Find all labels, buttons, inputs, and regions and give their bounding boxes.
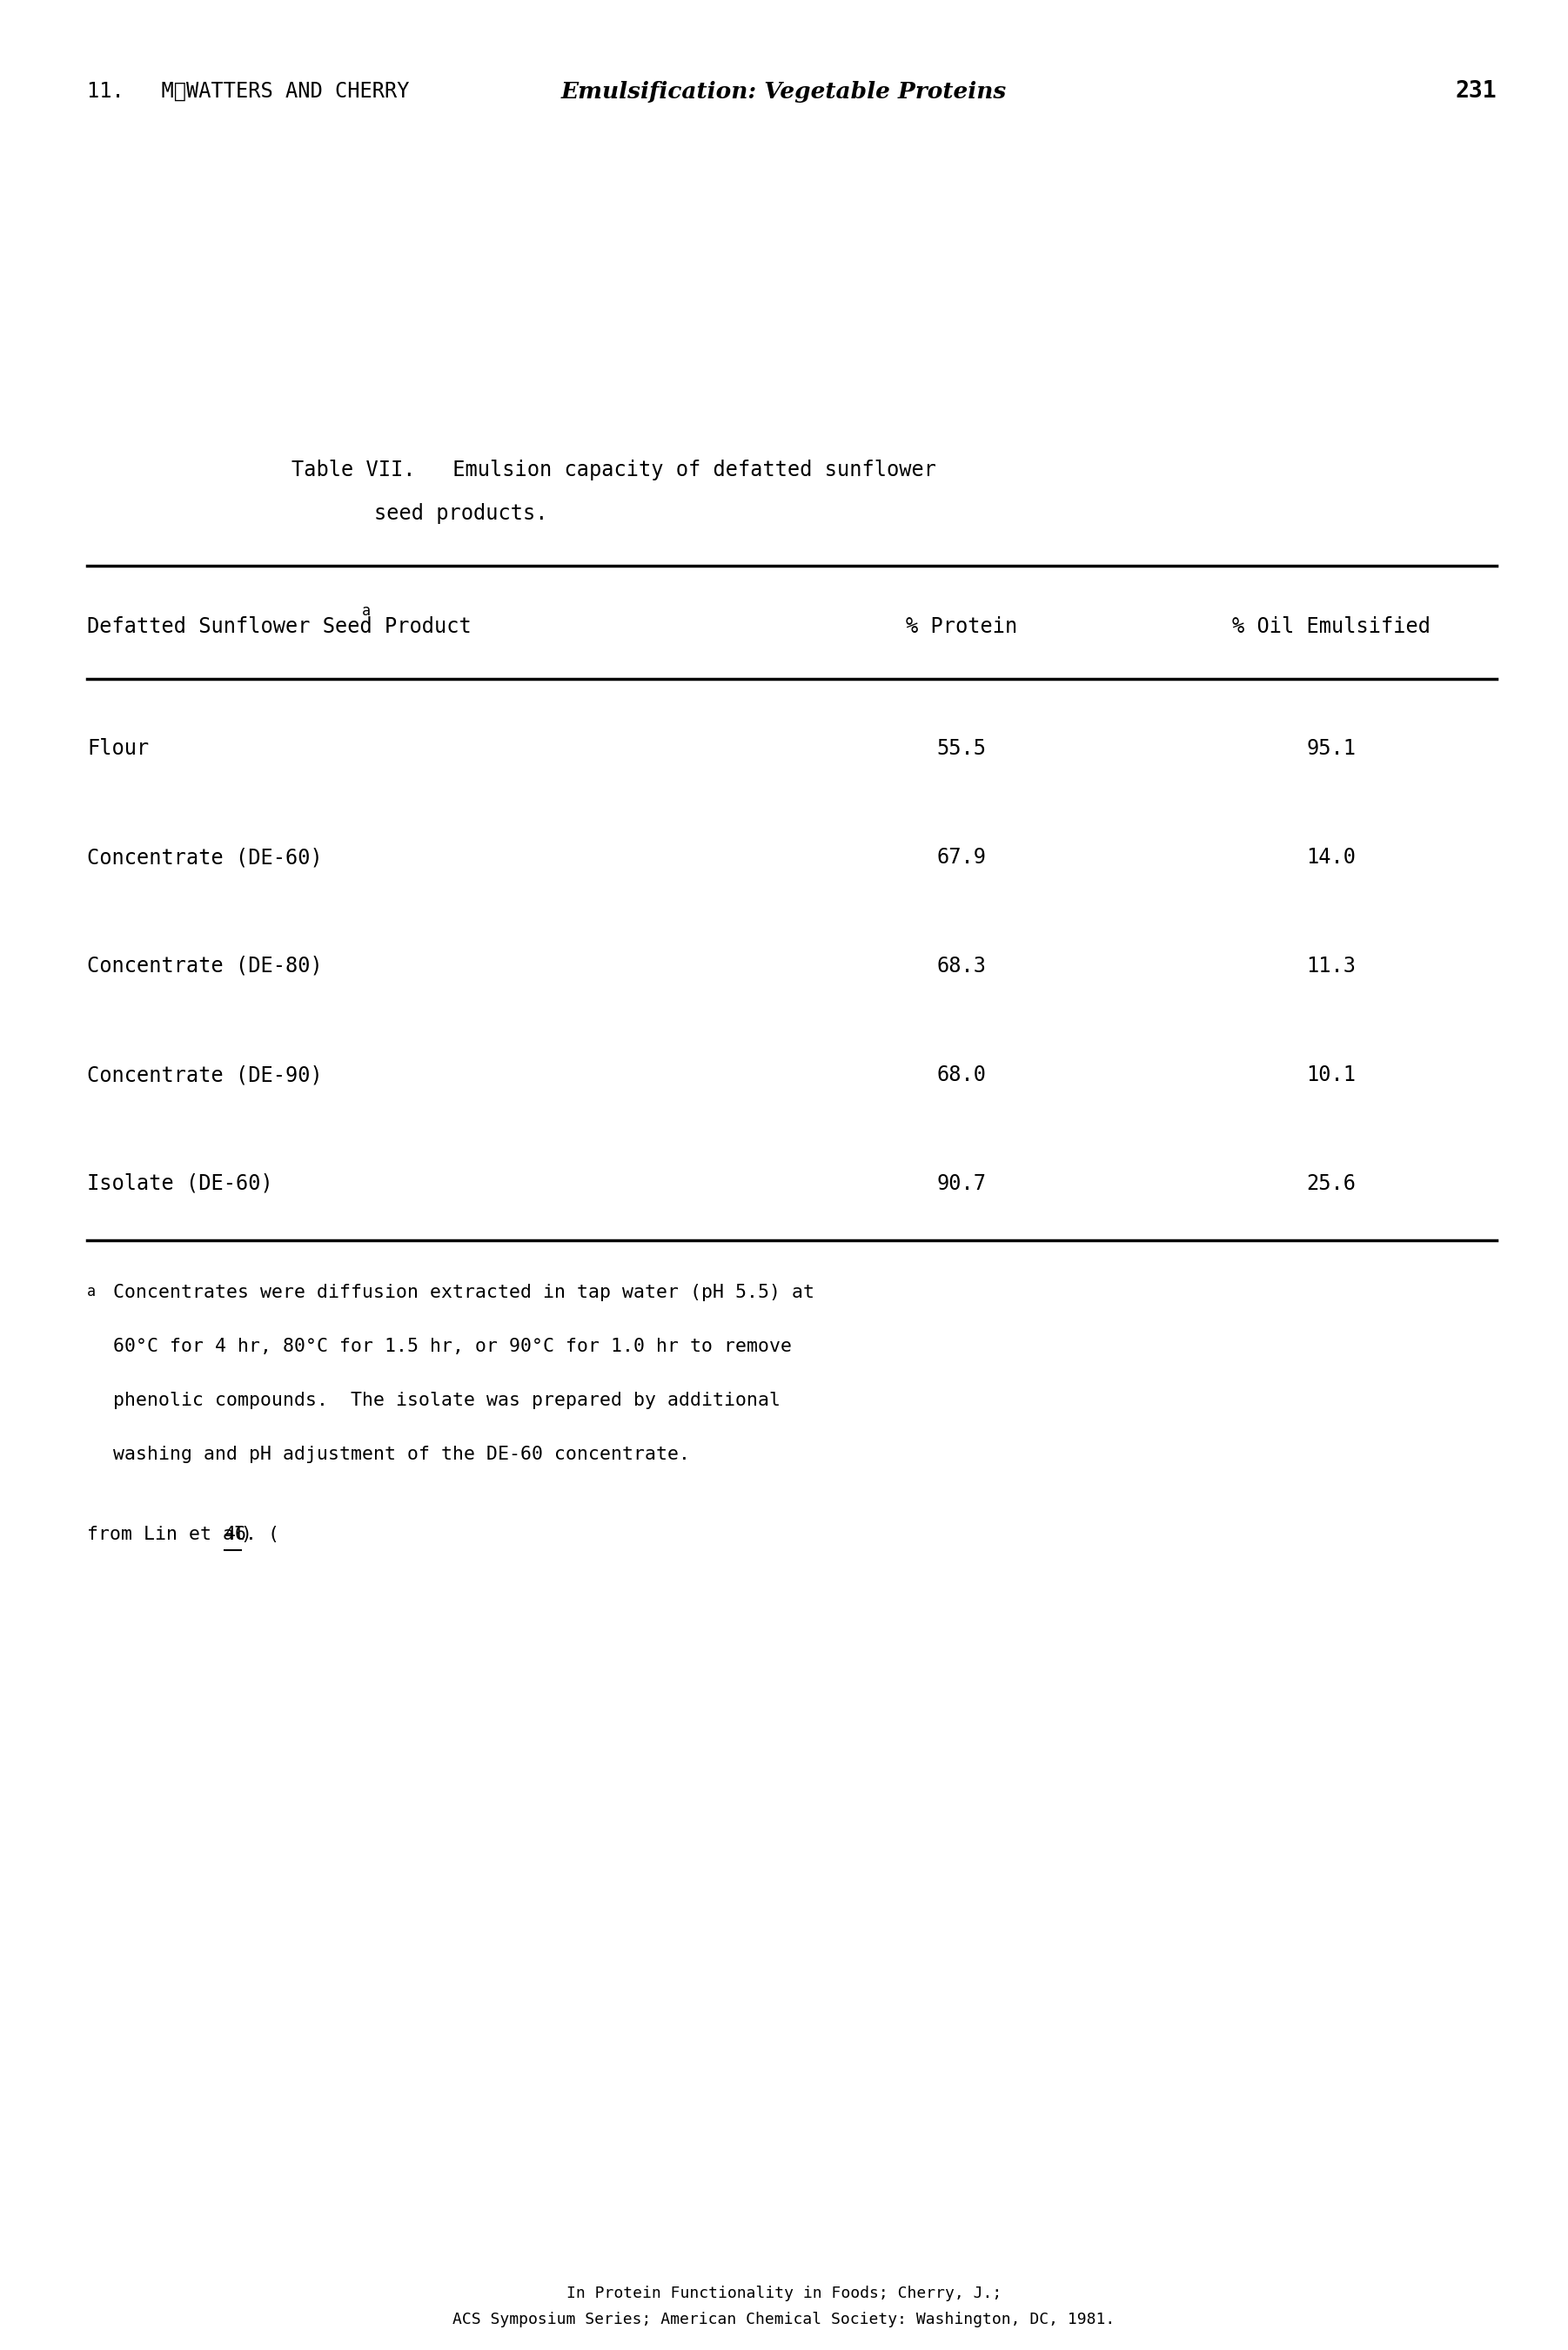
Text: In Protein Functionality in Foods; Cherry, J.;: In Protein Functionality in Foods; Cherr… bbox=[566, 2287, 1002, 2301]
Text: a: a bbox=[86, 1283, 96, 1300]
Text: 55.5: 55.5 bbox=[936, 738, 986, 759]
Text: washing and pH adjustment of the DE-60 concentrate.: washing and pH adjustment of the DE-60 c… bbox=[113, 1445, 690, 1464]
Text: Concentrate (DE-80): Concentrate (DE-80) bbox=[86, 956, 323, 978]
Text: 25.6: 25.6 bbox=[1306, 1173, 1356, 1194]
Text: seed products.: seed products. bbox=[375, 503, 547, 524]
Text: 11.3: 11.3 bbox=[1306, 956, 1356, 978]
Text: Emulsification: Vegetable Proteins: Emulsification: Vegetable Proteins bbox=[561, 80, 1007, 103]
Text: Concentrate (DE-60): Concentrate (DE-60) bbox=[86, 846, 323, 867]
Text: 95.1: 95.1 bbox=[1306, 738, 1356, 759]
Text: a: a bbox=[362, 604, 372, 618]
Text: 90.7: 90.7 bbox=[936, 1173, 986, 1194]
Text: 231: 231 bbox=[1455, 80, 1496, 103]
Text: 67.9: 67.9 bbox=[936, 846, 986, 867]
Text: ACS Symposium Series; American Chemical Society: Washington, DC, 1981.: ACS Symposium Series; American Chemical … bbox=[453, 2312, 1115, 2326]
Text: Table VII.   Emulsion capacity of defatted sunflower: Table VII. Emulsion capacity of defatted… bbox=[292, 461, 936, 479]
Text: 10.1: 10.1 bbox=[1306, 1065, 1356, 1086]
Text: 60°C for 4 hr, 80°C for 1.5 hr, or 90°C for 1.0 hr to remove: 60°C for 4 hr, 80°C for 1.5 hr, or 90°C … bbox=[113, 1337, 792, 1356]
Text: % Oil Emulsified: % Oil Emulsified bbox=[1232, 616, 1430, 637]
Text: 14.0: 14.0 bbox=[1306, 846, 1356, 867]
Text: Isolate (DE-60): Isolate (DE-60) bbox=[86, 1173, 273, 1194]
Text: 68.0: 68.0 bbox=[936, 1065, 986, 1086]
Text: % Protein: % Protein bbox=[906, 616, 1018, 637]
Text: Concentrates were diffusion extracted in tap water (pH 5.5) at: Concentrates were diffusion extracted in… bbox=[113, 1283, 814, 1302]
Text: Flour: Flour bbox=[86, 738, 149, 759]
Text: phenolic compounds.  The isolate was prepared by additional: phenolic compounds. The isolate was prep… bbox=[113, 1391, 781, 1410]
Text: 11.   MᴄWATTERS AND CHERRY: 11. MᴄWATTERS AND CHERRY bbox=[86, 80, 409, 101]
Text: Concentrate (DE-90): Concentrate (DE-90) bbox=[86, 1065, 323, 1086]
Text: 46: 46 bbox=[224, 1525, 248, 1544]
Text: ): ) bbox=[241, 1525, 252, 1544]
Text: 68.3: 68.3 bbox=[936, 956, 986, 978]
Text: from Lin et al. (: from Lin et al. ( bbox=[86, 1525, 279, 1544]
Text: Defatted Sunflower Seed Product: Defatted Sunflower Seed Product bbox=[86, 616, 472, 637]
